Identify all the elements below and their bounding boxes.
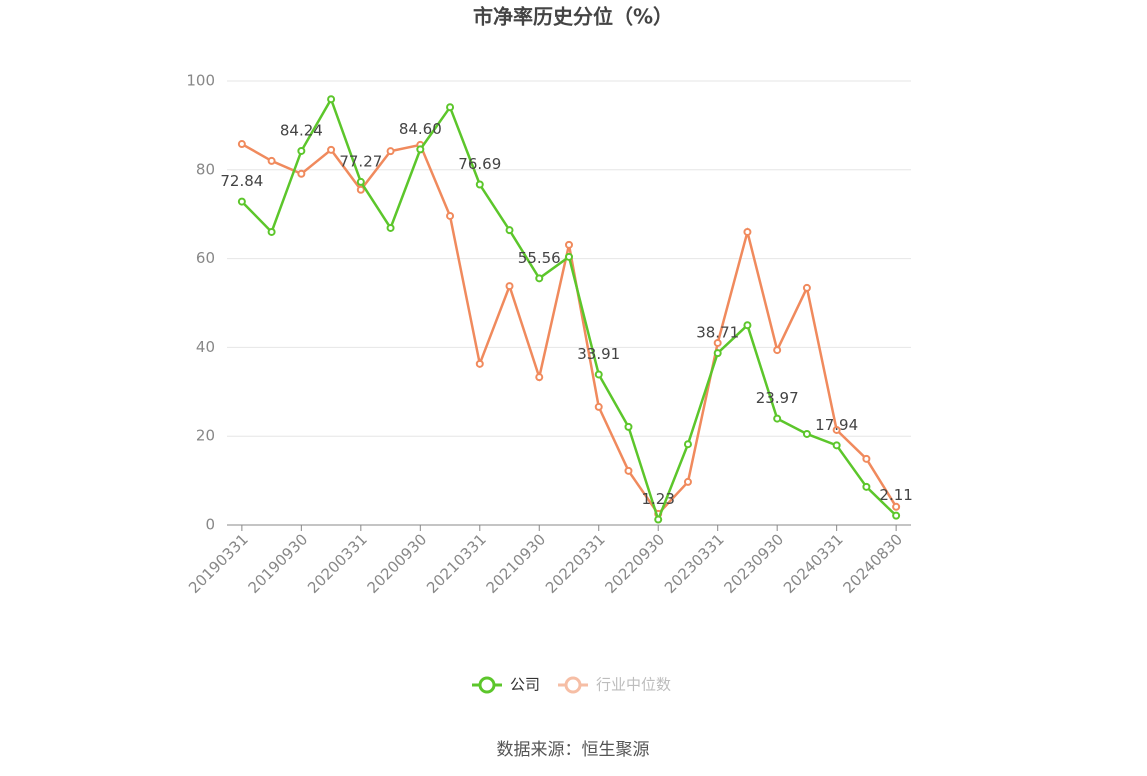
- legend-label: 公司: [510, 676, 540, 694]
- point: [594, 370, 603, 379]
- point: [624, 466, 633, 475]
- point: [505, 282, 514, 291]
- point: [475, 359, 484, 368]
- point: [862, 454, 871, 463]
- point: [386, 147, 395, 156]
- x-tick-label: 20190930: [245, 530, 312, 597]
- data-label: 84.24: [280, 121, 323, 139]
- legend-marker: [564, 676, 582, 694]
- point: [327, 145, 336, 154]
- source: 数据来源：恒生聚源: [497, 740, 650, 760]
- point: [802, 429, 811, 438]
- y-tick-label: 60: [196, 249, 215, 267]
- y-tick-label: 0: [205, 516, 215, 534]
- x-tick-label: 20230331: [661, 530, 728, 597]
- data-label: 72.84: [220, 172, 263, 190]
- data-label: 76.69: [458, 155, 501, 173]
- point: [356, 177, 365, 186]
- data-label: 38.71: [696, 324, 739, 342]
- x-tick-label: 20220331: [542, 530, 609, 597]
- x-tick-label: 20230930: [720, 530, 787, 597]
- data-label: 33.91: [577, 345, 620, 363]
- point: [802, 283, 811, 292]
- point: [505, 226, 514, 235]
- point: [267, 227, 276, 236]
- x-tick-label: 20240830: [839, 530, 906, 597]
- point: [535, 373, 544, 382]
- y-tick-label: 40: [196, 338, 215, 356]
- x-tick-label: 20190331: [185, 530, 252, 597]
- point: [832, 425, 841, 434]
- line-series: [241, 142, 898, 516]
- point: [356, 185, 365, 194]
- point: [386, 223, 395, 232]
- point: [446, 211, 455, 220]
- x-tick-label: 20240331: [780, 530, 847, 597]
- y-tick-label: 20: [196, 427, 215, 445]
- x-tick-label: 20220930: [602, 530, 669, 597]
- x-tick-label: 20200930: [364, 530, 431, 597]
- point: [713, 349, 722, 358]
- point: [565, 252, 573, 261]
- point: [624, 422, 633, 431]
- data-label: 2.11: [879, 486, 912, 504]
- x-tick-label: 20210930: [483, 530, 550, 597]
- point: [832, 441, 841, 450]
- y-tick-label: 100: [186, 72, 215, 90]
- point: [683, 477, 692, 486]
- legend-item: 公司: [472, 676, 540, 694]
- point: [773, 346, 782, 355]
- x-tick-label: 20200331: [304, 530, 371, 597]
- data-label: 1.23: [642, 490, 675, 508]
- point: [446, 103, 455, 112]
- point: [327, 95, 336, 104]
- point: [237, 140, 246, 149]
- point: [713, 338, 722, 347]
- data-label: 23.97: [756, 389, 799, 407]
- point: [654, 515, 663, 524]
- chart-title: 市净率历史分位（%）: [473, 5, 673, 29]
- legend-label: 行业中位数: [596, 676, 671, 694]
- data-label: 84.60: [399, 120, 442, 138]
- point: [862, 482, 871, 491]
- point: [683, 440, 692, 449]
- point: [475, 180, 484, 189]
- point: [892, 502, 901, 511]
- y-tick-label: 80: [196, 160, 215, 178]
- point: [535, 274, 544, 283]
- x-tick-label: 20210331: [423, 530, 490, 597]
- data-label: 77.27: [339, 152, 382, 170]
- point: [237, 197, 246, 206]
- point: [297, 169, 306, 178]
- legend-item: 行业中位数: [558, 676, 671, 694]
- point: [594, 402, 603, 411]
- point: [297, 146, 306, 155]
- point: [773, 414, 782, 423]
- data-label: 55.56: [518, 249, 561, 267]
- point: [565, 240, 573, 249]
- data-label: 17.94: [815, 416, 858, 434]
- point: [416, 145, 425, 154]
- point: [892, 511, 901, 520]
- point: [267, 156, 276, 165]
- legend-marker: [478, 676, 496, 694]
- point: [743, 321, 752, 330]
- point: [743, 227, 752, 236]
